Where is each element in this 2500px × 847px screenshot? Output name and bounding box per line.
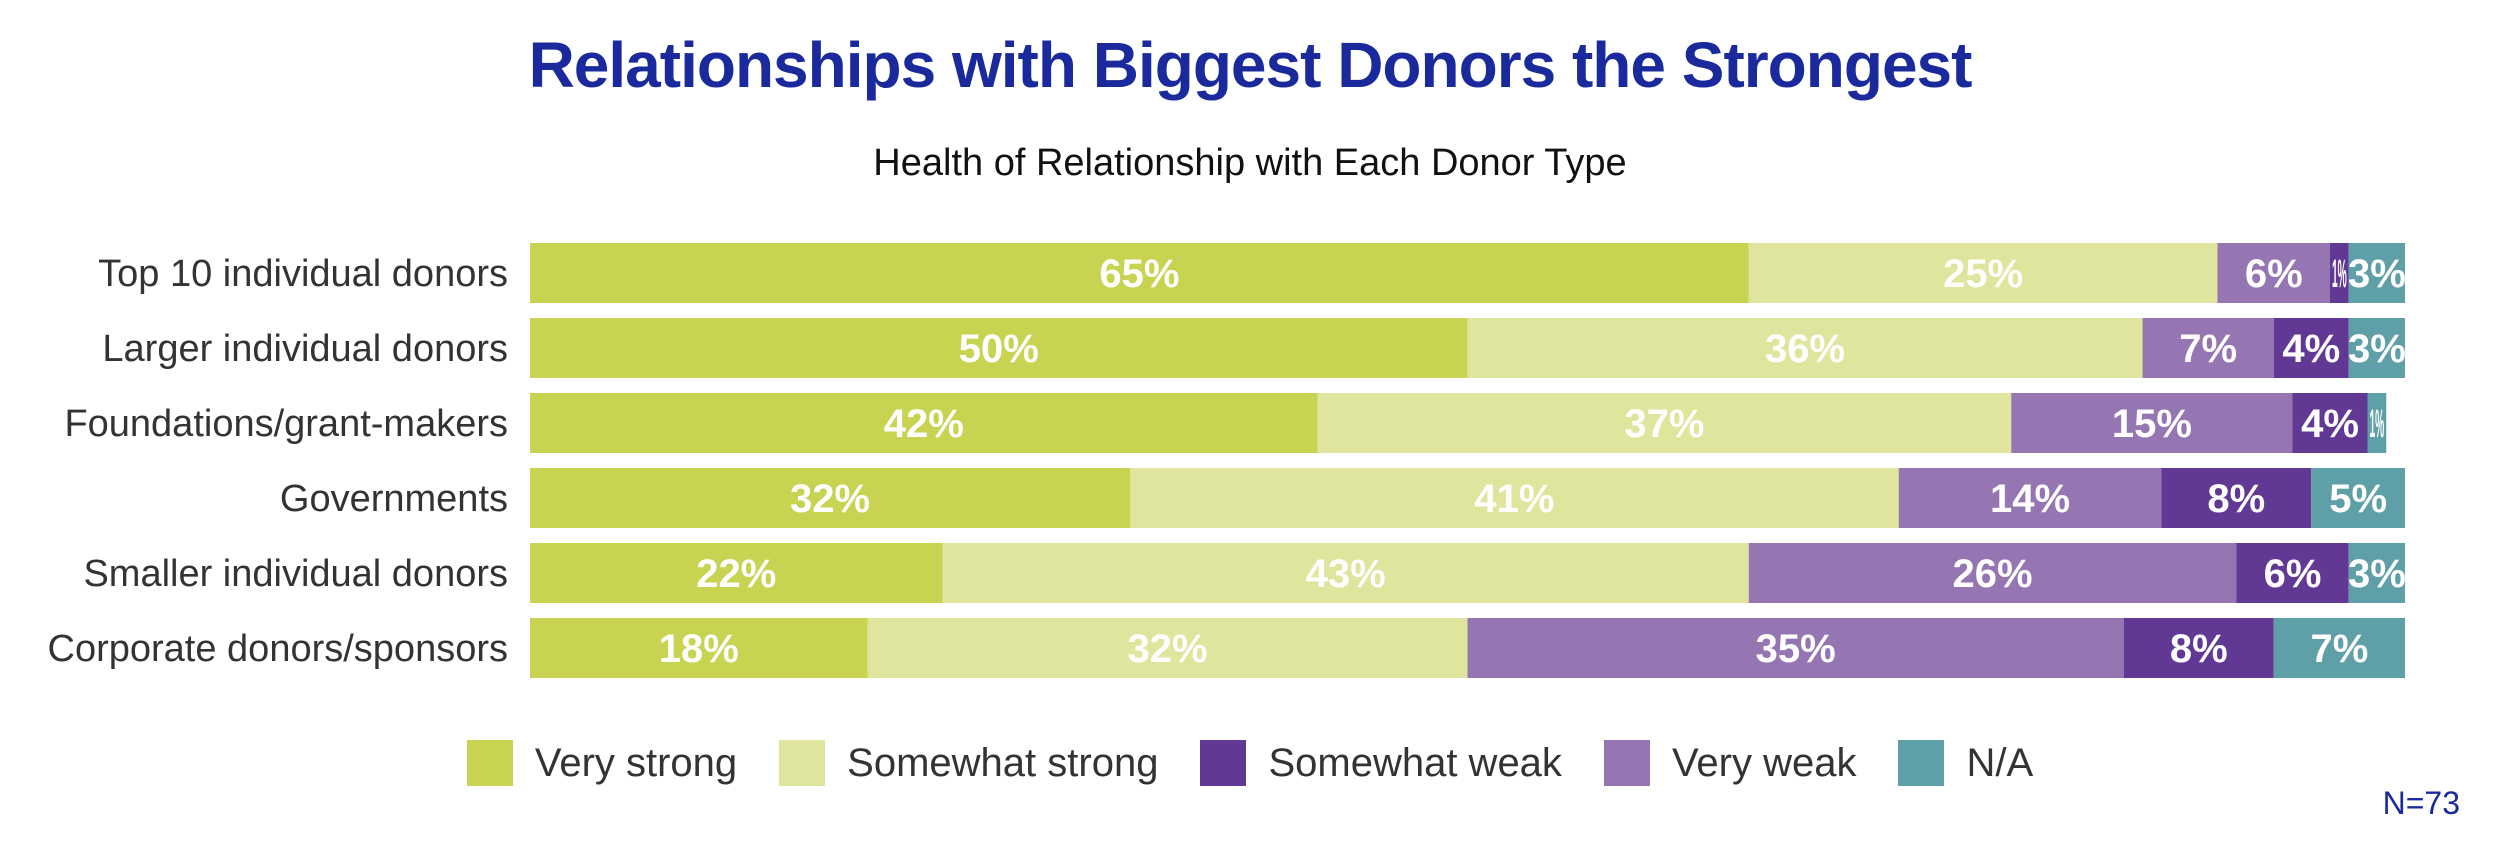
data-label-foundations-grant-makers-n-a: 1%	[2370, 402, 2385, 446]
data-label-top-10-individual-donors-n-a: 3%	[2348, 252, 2406, 296]
data-label-smaller-individual-donors-somewhat-weak: 6%	[2264, 552, 2322, 596]
category-label-governments: Governments	[280, 478, 508, 520]
data-label-foundations-grant-makers-somewhat-strong: 37%	[1624, 402, 1704, 446]
bar-larger-individual-donors-very-weak	[2142, 318, 2274, 378]
data-label-smaller-individual-donors-n-a: 3%	[2348, 552, 2406, 596]
bar-top-10-individual-donors-somewhat-strong	[1748, 243, 2218, 303]
category-label-foundations-grant-makers: Foundations/grant-makers	[64, 403, 508, 445]
data-label-top-10-individual-donors-very-strong: 65%	[1099, 252, 1179, 296]
bar-smaller-individual-donors-very-strong	[530, 543, 943, 603]
legend-swatch-very-strong	[466, 740, 513, 786]
legend-item-very-strong: Very strong	[466, 740, 738, 786]
bar-corporate-donors-sponsors-very-weak	[1467, 618, 2124, 678]
data-label-larger-individual-donors-very-weak: 7%	[2179, 327, 2237, 371]
data-label-foundations-grant-makers-somewhat-weak: 4%	[2301, 402, 2359, 446]
data-label-larger-individual-donors-very-strong: 50%	[959, 327, 1039, 371]
bar-governments-n-a	[2311, 468, 2405, 528]
data-label-foundations-grant-makers-very-weak: 15%	[2112, 402, 2192, 446]
bar-foundations-grant-makers-somewhat-strong	[1317, 393, 2012, 453]
bar-smaller-individual-donors-somewhat-weak	[2236, 543, 2349, 603]
data-label-top-10-individual-donors-very-weak: 6%	[2245, 252, 2303, 296]
data-labels: 65% 25% 6% 1% 3%50% 36% 7% 4% 3%42% 37% 15% 4% 1%32%…	[659, 252, 2406, 671]
data-label-corporate-donors-sponsors-very-strong: 18%	[659, 627, 739, 671]
data-label-governments-somewhat-weak: 8%	[2207, 477, 2265, 521]
data-label-governments-very-weak: 14%	[1990, 477, 2070, 521]
category-label-smaller-individual-donors: Smaller individual donors	[83, 553, 508, 595]
legend: Very strong Somewhat strong Somewhat weak V…	[0, 740, 2500, 786]
chart-title: Relationships with Biggest Donors the St…	[528, 29, 1973, 101]
bar-governments-very-strong	[530, 468, 1130, 528]
bar-corporate-donors-sponsors-somewhat-strong	[867, 618, 1468, 678]
legend-label-somewhat-strong: Somewhat strong	[847, 740, 1159, 785]
data-label-smaller-individual-donors-somewhat-strong: 43%	[1306, 552, 1386, 596]
data-label-governments-n-a: 5%	[2329, 477, 2387, 521]
bar-larger-individual-donors-very-strong	[530, 318, 1468, 378]
data-label-corporate-donors-sponsors-somewhat-strong: 32%	[1127, 627, 1207, 671]
data-label-governments-somewhat-strong: 41%	[1474, 477, 1554, 521]
legend-swatch-very-weak	[1603, 740, 1650, 786]
data-label-corporate-donors-sponsors-very-weak: 35%	[1756, 627, 1836, 671]
bar-foundations-grant-makers-very-strong	[530, 393, 1318, 453]
data-label-foundations-grant-makers-very-strong: 42%	[884, 402, 964, 446]
data-label-governments-very-strong: 32%	[790, 477, 870, 521]
bar-larger-individual-donors-somewhat-weak	[2273, 318, 2349, 378]
bar-foundations-grant-makers-somewhat-weak	[2292, 393, 2368, 453]
category-label-corporate-donors-sponsors: Corporate donors/sponsors	[48, 628, 508, 670]
data-label-top-10-individual-donors-somewhat-strong: 25%	[1943, 252, 2023, 296]
data-label-smaller-individual-donors-very-weak: 26%	[1952, 552, 2032, 596]
bar-governments-somewhat-strong	[1130, 468, 1899, 528]
legend-label-very-weak: Very weak	[1671, 740, 1857, 785]
bar-larger-individual-donors-n-a	[2348, 318, 2405, 378]
data-label-corporate-donors-sponsors-n-a: 7%	[2310, 627, 2368, 671]
legend-label-n-a: N/A	[1966, 740, 2034, 785]
category-labels: Top 10 individual donors Larger individua…	[48, 253, 508, 670]
data-label-larger-individual-donors-somewhat-strong: 36%	[1765, 327, 1845, 371]
bar-smaller-individual-donors-somewhat-strong	[942, 543, 1749, 603]
data-label-corporate-donors-sponsors-somewhat-weak: 8%	[2170, 627, 2228, 671]
legend-item-somewhat-strong: Somewhat strong	[779, 740, 1158, 786]
bar-segments	[530, 243, 2405, 678]
bar-foundations-grant-makers-very-weak	[2011, 393, 2293, 453]
bar-governments-somewhat-weak	[2161, 468, 2312, 528]
legend-swatch-somewhat-weak	[1200, 740, 1247, 786]
legend-swatch-somewhat-strong	[779, 740, 826, 786]
legend-item-somewhat-weak: Somewhat weak	[1200, 740, 1562, 786]
bar-corporate-donors-sponsors-n-a	[2273, 618, 2405, 678]
bar-corporate-donors-sponsors-somewhat-weak	[2123, 618, 2274, 678]
bar-smaller-individual-donors-n-a	[2348, 543, 2405, 603]
category-label-top-10-individual-donors: Top 10 individual donors	[98, 253, 508, 295]
legend-label-very-strong: Very strong	[534, 740, 738, 785]
bar-foundations-grant-makers-n-a	[2367, 393, 2387, 453]
bar-top-10-individual-donors-very-strong	[530, 243, 1749, 303]
bar-top-10-individual-donors-somewhat-weak	[2330, 243, 2349, 303]
sample-size-note: N=73	[2382, 785, 2460, 821]
legend-item-n-a: N/A	[1898, 740, 2033, 786]
chart-subtitle: Health of Relationship with Each Donor T…	[873, 142, 1627, 184]
data-label-larger-individual-donors-somewhat-weak: 4%	[2282, 327, 2340, 371]
bar-corporate-donors-sponsors-very-strong	[530, 618, 868, 678]
data-label-smaller-individual-donors-very-strong: 22%	[696, 552, 776, 596]
data-label-top-10-individual-donors-somewhat-weak: 1%	[2332, 252, 2347, 296]
category-label-larger-individual-donors: Larger individual donors	[102, 328, 508, 370]
bar-top-10-individual-donors-n-a	[2348, 243, 2405, 303]
bar-smaller-individual-donors-very-weak	[1748, 543, 2237, 603]
data-label-larger-individual-donors-n-a: 3%	[2348, 327, 2406, 371]
legend-swatch-n-a	[1898, 740, 1945, 786]
legend-item-very-weak: Very weak	[1603, 740, 1857, 786]
bar-top-10-individual-donors-very-weak	[2217, 243, 2330, 303]
bar-larger-individual-donors-somewhat-strong	[1467, 318, 2143, 378]
legend-label-somewhat-weak: Somewhat weak	[1268, 740, 1562, 785]
bar-governments-very-weak	[1898, 468, 2162, 528]
